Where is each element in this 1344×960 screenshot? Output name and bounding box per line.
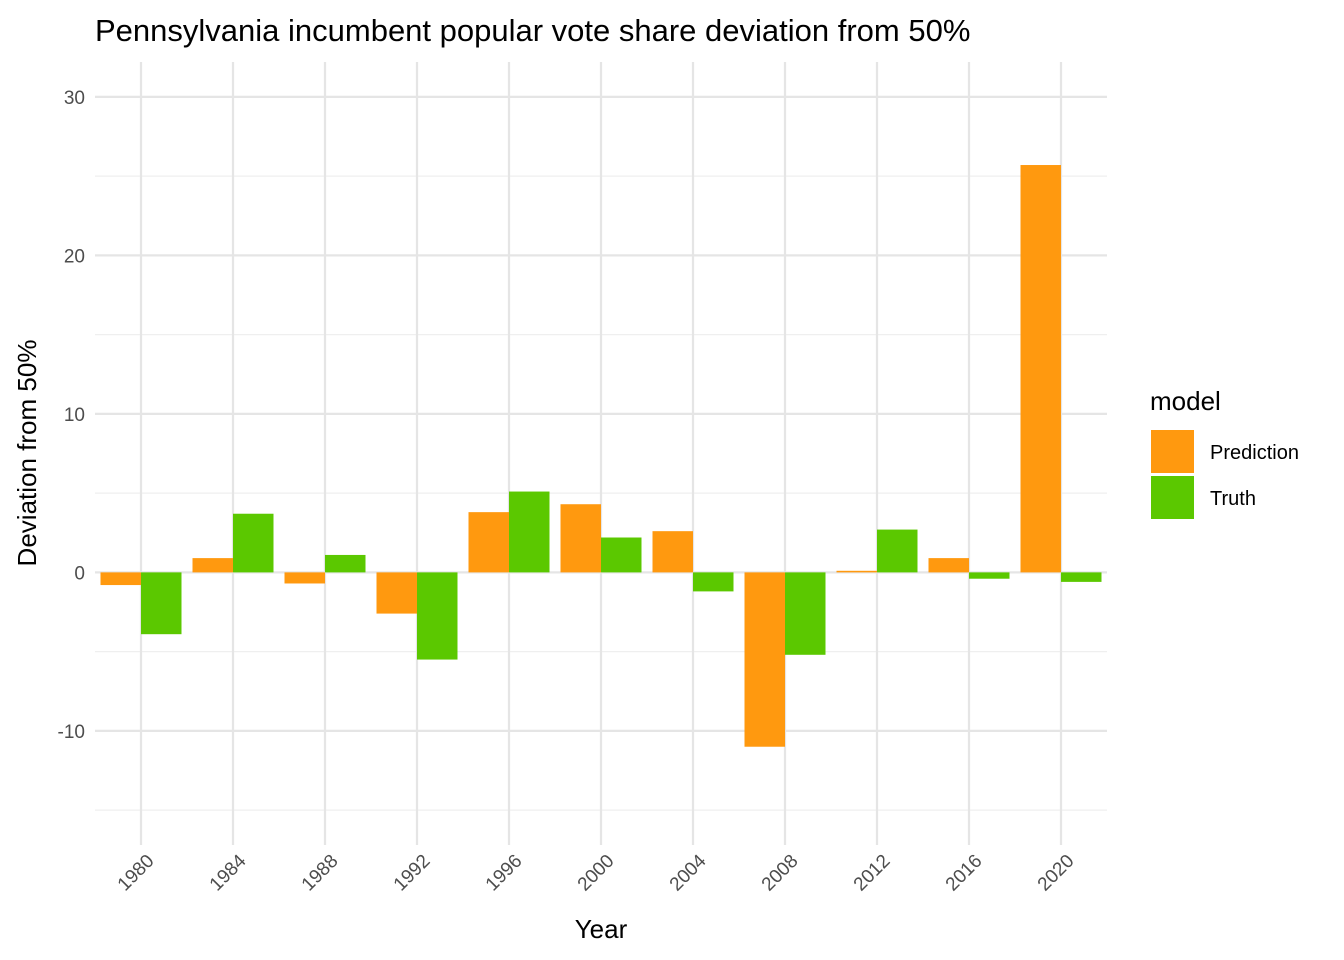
x-tick-label: 2020 [1034, 851, 1079, 896]
x-tick-label: 1980 [114, 851, 159, 896]
x-axis-ticks: 1980 1984 1988 1992 1996 2000 2004 2008 2012 2016… [114, 850, 1079, 895]
x-axis-title: Year [575, 914, 628, 944]
bar-prediction-2012 [836, 570, 877, 573]
bar-truth-2004 [693, 572, 734, 592]
x-tick-label: 1984 [206, 850, 251, 895]
bar-prediction-2020 [1020, 165, 1061, 573]
bar-truth-1996 [509, 491, 550, 573]
bar-prediction-1980 [100, 572, 141, 586]
legend: model Prediction Truth [1150, 386, 1299, 519]
x-tick-label: 1996 [482, 851, 527, 896]
bar-prediction-1988 [284, 572, 325, 584]
bar-truth-1984 [233, 513, 274, 573]
y-tick-label: 30 [64, 88, 85, 109]
x-tick-label: 1992 [390, 851, 435, 896]
bar-truth-1992 [417, 572, 458, 660]
y-tick-label: 20 [64, 246, 85, 267]
major-gridlines [95, 62, 1107, 845]
x-tick-label: 2016 [942, 851, 987, 896]
x-tick-label: 2008 [758, 851, 803, 896]
bar-truth-2012 [877, 529, 918, 573]
x-tick-label: 1988 [298, 851, 343, 896]
legend-label-prediction: Prediction [1210, 442, 1299, 464]
y-tick-label: 10 [64, 405, 85, 426]
bar-prediction-2008 [744, 572, 785, 747]
bar-prediction-1984 [192, 558, 233, 573]
legend-key-truth [1151, 476, 1194, 519]
legend-key-prediction [1151, 430, 1194, 473]
bar-truth-2008 [785, 572, 826, 655]
bars [100, 165, 1102, 747]
bar-prediction-2004 [652, 531, 693, 573]
bar-prediction-1996 [468, 512, 509, 573]
x-tick-label: 2012 [850, 851, 895, 896]
bar-truth-2016 [969, 572, 1010, 579]
y-axis-title: Deviation from 50% [12, 340, 42, 567]
legend-label-truth: Truth [1210, 488, 1256, 510]
x-tick-label: 2000 [574, 851, 619, 896]
bar-truth-2020 [1061, 572, 1102, 582]
chart-title: Pennsylvania incumbent popular vote shar… [95, 13, 970, 48]
bar-prediction-2016 [928, 558, 969, 573]
x-tick-label: 2004 [666, 850, 711, 895]
y-tick-label: -10 [58, 722, 85, 743]
y-axis-ticks: -10 0 10 20 30 [58, 88, 85, 743]
bar-truth-1980 [141, 572, 182, 635]
y-tick-label: 0 [74, 563, 85, 584]
bar-prediction-1992 [376, 572, 417, 614]
bar-truth-2000 [601, 537, 642, 573]
bar-prediction-2000 [560, 504, 601, 573]
legend-title: model [1150, 386, 1221, 416]
bar-truth-1988 [325, 554, 366, 573]
